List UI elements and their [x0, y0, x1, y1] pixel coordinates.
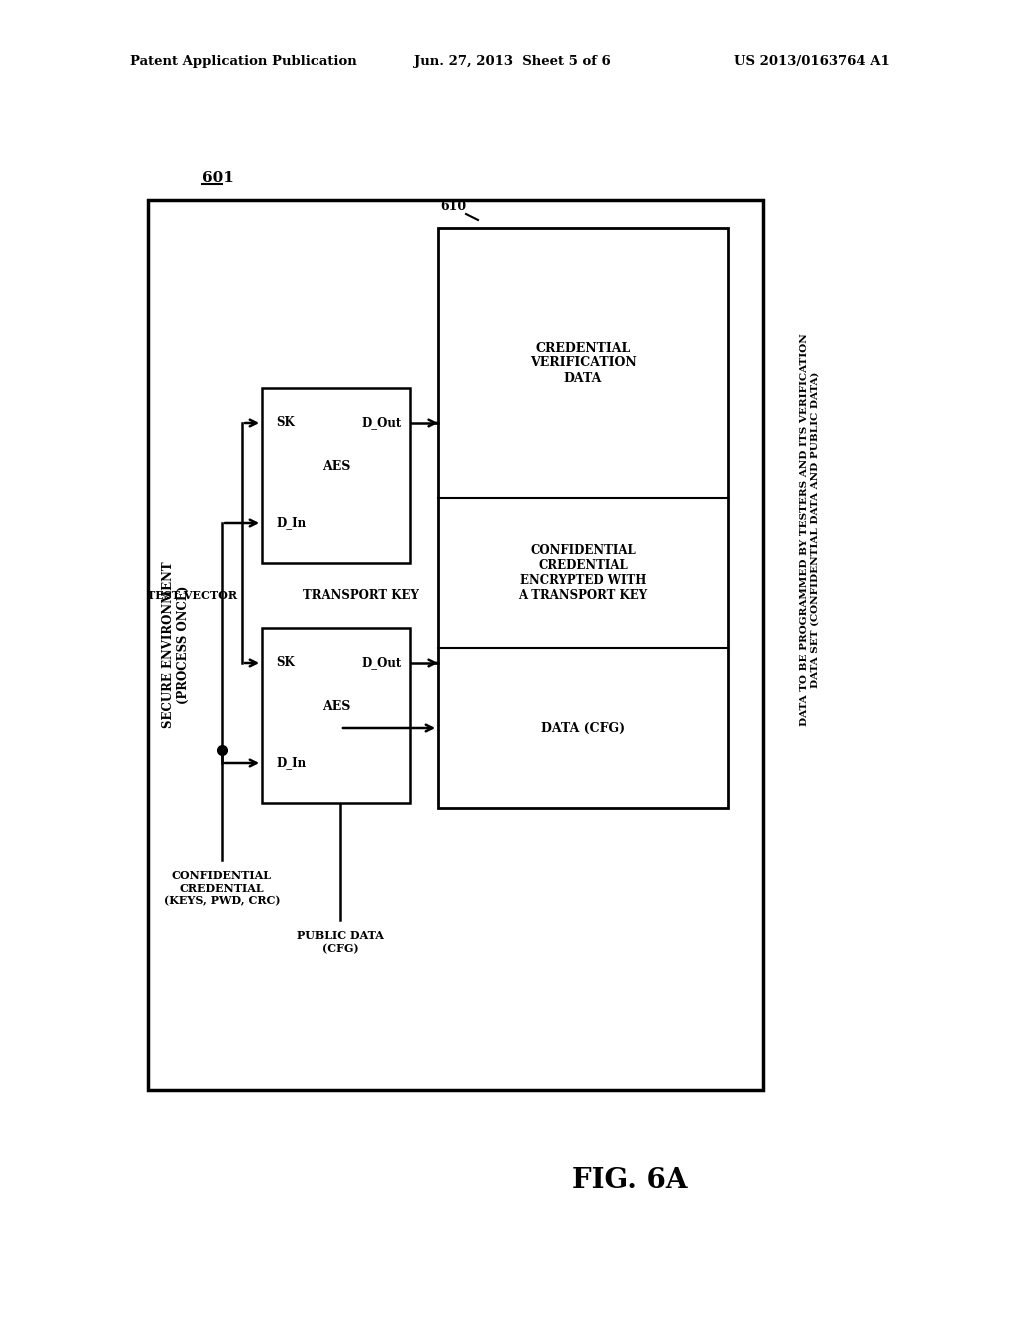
- Bar: [438, 228, 728, 808]
- Text: 601: 601: [202, 172, 233, 185]
- Text: CONFIDENTIAL
CREDENTIAL
ENCRYPTED WITH
A TRANSPORT KEY: CONFIDENTIAL CREDENTIAL ENCRYPTED WITH A…: [518, 544, 647, 602]
- Text: D_Out: D_Out: [361, 656, 402, 669]
- Text: CONFIDENTIAL
CREDENTIAL
(KEYS, PWD, CRC): CONFIDENTIAL CREDENTIAL (KEYS, PWD, CRC): [164, 870, 281, 907]
- Bar: [262, 628, 410, 803]
- Text: Patent Application Publication: Patent Application Publication: [130, 55, 356, 69]
- Text: DATA (CFG): DATA (CFG): [541, 722, 625, 734]
- Bar: [148, 201, 763, 1090]
- Text: 610: 610: [440, 199, 466, 213]
- Text: D_In: D_In: [276, 516, 306, 529]
- Text: TEST VECTOR: TEST VECTOR: [147, 590, 237, 601]
- Text: D_Out: D_Out: [361, 417, 402, 429]
- Text: AES: AES: [322, 459, 350, 473]
- Text: TRANSPORT KEY: TRANSPORT KEY: [303, 589, 419, 602]
- Text: US 2013/0163764 A1: US 2013/0163764 A1: [734, 55, 890, 69]
- Text: D_In: D_In: [276, 756, 306, 770]
- Text: CREDENTIAL
VERIFICATION
DATA: CREDENTIAL VERIFICATION DATA: [529, 342, 636, 384]
- Text: SECURE ENVIRONMENT
(PROCESS ONCE): SECURE ENVIRONMENT (PROCESS ONCE): [162, 562, 190, 729]
- Text: SK: SK: [276, 656, 295, 669]
- Text: AES: AES: [322, 700, 350, 713]
- Text: Jun. 27, 2013  Sheet 5 of 6: Jun. 27, 2013 Sheet 5 of 6: [414, 55, 610, 69]
- Text: SK: SK: [276, 417, 295, 429]
- Bar: [262, 388, 410, 564]
- Text: FIG. 6A: FIG. 6A: [572, 1167, 688, 1193]
- Text: DATA TO BE PROGRAMMED BY TESTERS AND ITS VERIFICATION
DATA SET (CONFIDENTIAL DAT: DATA TO BE PROGRAMMED BY TESTERS AND ITS…: [801, 334, 819, 726]
- Text: PUBLIC DATA
(CFG): PUBLIC DATA (CFG): [297, 931, 383, 954]
